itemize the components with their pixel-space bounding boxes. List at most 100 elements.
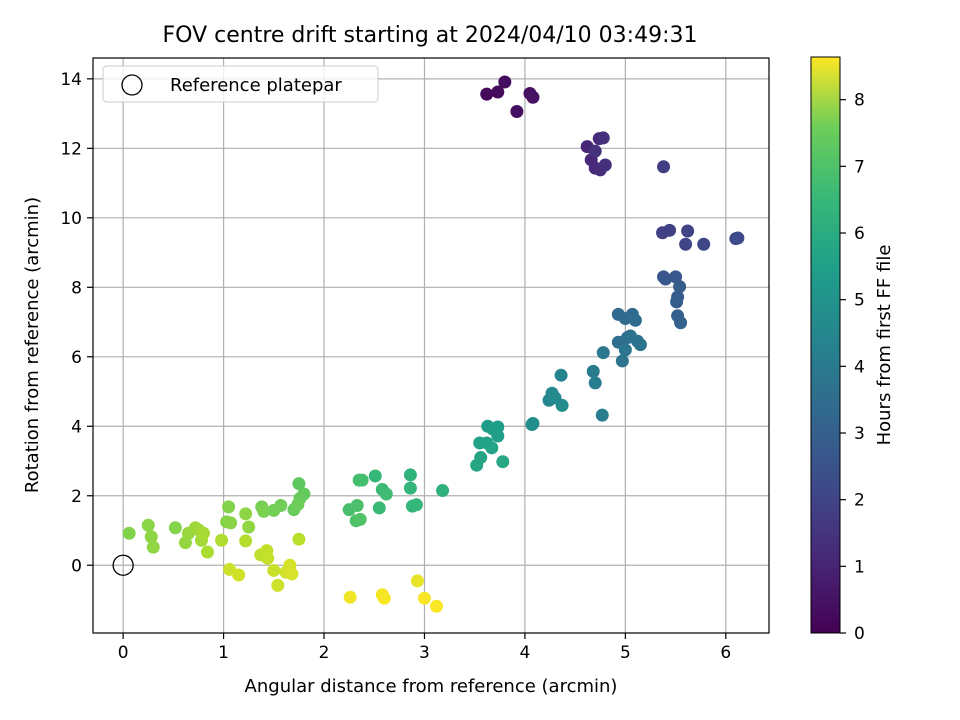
x-tick-label: 6 <box>720 643 731 663</box>
scatter-point <box>403 468 417 482</box>
colorbar-tick-label: 0 <box>854 624 865 644</box>
scatter-point <box>410 574 424 588</box>
colorbar-ticks: 0 1 2 3 4 5 6 7 8 <box>840 91 865 644</box>
scatter-point <box>436 484 450 498</box>
y-tick-label: 14 <box>60 70 82 90</box>
scatter-point <box>196 526 210 540</box>
scatter-point <box>618 343 632 357</box>
scatter-point <box>731 231 745 245</box>
scatter-point <box>232 568 246 582</box>
scatter-point <box>555 398 569 412</box>
scatter-point <box>379 487 393 501</box>
scatter-point <box>239 534 253 548</box>
scatter-point <box>491 85 505 99</box>
scatter-point <box>615 354 629 368</box>
scatter-point <box>168 521 182 535</box>
scatter-point <box>485 441 499 455</box>
colorbar-tick-label: 4 <box>854 357 865 377</box>
scatter-point <box>353 512 367 526</box>
colorbar-tick-label: 2 <box>854 491 865 511</box>
scatter-point <box>670 295 684 309</box>
scatter-point <box>239 507 253 521</box>
scatter-point <box>292 532 306 546</box>
scatter-point <box>526 416 540 430</box>
scatter-point <box>222 500 236 514</box>
scatter-point <box>261 551 275 565</box>
scatter-point <box>372 501 386 515</box>
scatter-point <box>201 545 215 559</box>
scatter-point <box>350 498 364 512</box>
scatter-point <box>470 458 484 472</box>
scatter-point <box>377 591 391 605</box>
scatter-point <box>628 313 642 327</box>
scatter-point <box>588 144 602 158</box>
scatter-point <box>586 364 600 378</box>
plot-background <box>93 58 769 633</box>
reference-marker-layer <box>112 554 134 576</box>
scatter-point <box>141 518 155 532</box>
scatter-point <box>417 591 431 605</box>
scatter-point <box>257 504 271 518</box>
scatter-point <box>430 599 444 613</box>
scatter-point <box>596 346 610 360</box>
x-axis-ticks: 0 1 2 3 4 5 6 <box>118 633 731 663</box>
scatter-point <box>657 160 671 174</box>
scatter-point <box>674 316 688 330</box>
legend-box <box>102 65 379 103</box>
x-tick-label: 0 <box>118 643 129 663</box>
reference-platepar-marker <box>112 554 134 576</box>
scatter-point <box>409 498 423 512</box>
scatter-point <box>496 455 510 469</box>
y-axis-ticks: 0 2 4 6 8 10 12 14 <box>60 70 93 576</box>
scatter-point <box>510 105 524 119</box>
x-axis-label: Angular distance from reference (arcmin) <box>245 676 618 697</box>
scatter-point <box>598 158 612 172</box>
scatter-point <box>697 237 711 251</box>
scatter-point <box>588 376 602 390</box>
x-tick-label: 2 <box>319 643 330 663</box>
scatter-point <box>292 477 306 491</box>
scatter-point <box>669 270 683 284</box>
y-tick-label: 8 <box>71 278 82 298</box>
y-tick-label: 2 <box>71 487 82 507</box>
scatter-point <box>343 590 357 604</box>
colorbar-tick-label: 8 <box>854 91 865 111</box>
scatter-point <box>498 75 512 89</box>
y-tick-label: 4 <box>71 417 82 437</box>
scatter-point <box>267 503 281 517</box>
scatter-point <box>291 497 305 511</box>
y-tick-label: 10 <box>60 209 82 229</box>
scatter-point <box>526 90 540 104</box>
scatter-point <box>271 578 285 592</box>
scatter-point <box>224 516 238 530</box>
scatter-point <box>596 131 610 145</box>
colorbar: 0 1 2 3 4 5 6 7 8 Hours from first FF file <box>810 56 895 644</box>
scatter-point <box>679 237 693 251</box>
scatter-point <box>554 368 568 382</box>
x-tick-label: 3 <box>419 643 430 663</box>
scatter-point <box>659 272 673 286</box>
scatter-point <box>633 338 647 352</box>
scatter-points <box>122 75 745 613</box>
scatter-point <box>144 530 158 544</box>
chart-title: FOV centre drift starting at 2024/04/10 … <box>163 23 698 48</box>
scatter-point <box>663 223 677 237</box>
y-axis-label: Rotation from reference (arcmin) <box>22 197 43 493</box>
legend-open-circle-marker <box>121 74 143 96</box>
scatter-point <box>491 429 505 443</box>
legend-entry-reference-platepar: Reference platepar <box>170 75 342 96</box>
colorbar-tick-label: 7 <box>854 157 865 177</box>
scatter-point <box>355 473 369 487</box>
colorbar-tick-label: 5 <box>854 291 865 311</box>
x-tick-label: 4 <box>520 643 531 663</box>
scatter-point <box>146 540 160 554</box>
scatter-point <box>215 533 229 547</box>
x-tick-label: 5 <box>620 643 631 663</box>
scatter-point <box>673 280 687 294</box>
scatter-point <box>618 312 632 326</box>
colorbar-tick-label: 1 <box>854 557 865 577</box>
scatter-point <box>491 420 505 434</box>
y-tick-label: 6 <box>71 348 82 368</box>
